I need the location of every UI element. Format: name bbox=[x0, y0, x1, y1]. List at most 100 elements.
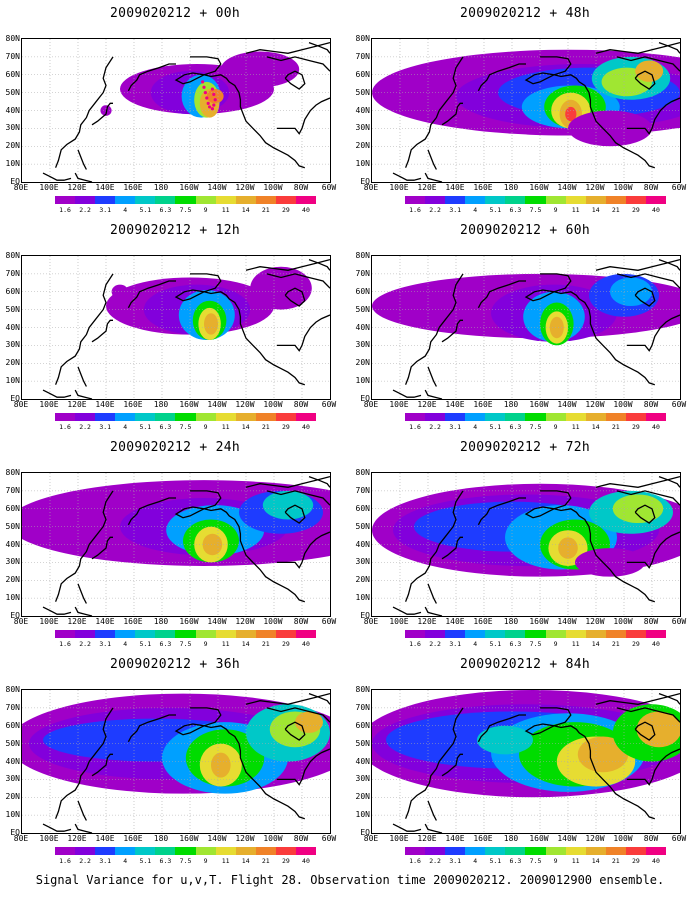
colorbar-label: 5.1 bbox=[489, 640, 502, 648]
lon-tick-label: 80W bbox=[643, 617, 659, 626]
colorbar-label: 11 bbox=[571, 640, 580, 648]
lon-tick-label: 140W bbox=[557, 617, 577, 626]
colorbar-swatch bbox=[445, 847, 466, 855]
lon-tick-label: 80E bbox=[363, 183, 379, 192]
colorbar-swatch bbox=[75, 413, 96, 421]
colorbar-label: 11 bbox=[221, 423, 230, 431]
flight-track-point bbox=[212, 103, 216, 107]
coastline bbox=[266, 490, 330, 506]
lon-tick-label: 160E bbox=[123, 617, 143, 626]
lon-tick-label: 120E bbox=[417, 617, 437, 626]
lon-tick-label: 120E bbox=[67, 183, 87, 192]
colorbar bbox=[55, 413, 317, 421]
lon-tick-label: 80E bbox=[13, 617, 29, 626]
colorbar-swatch bbox=[605, 847, 626, 855]
coastline bbox=[616, 56, 680, 72]
variance-contour-6 bbox=[549, 316, 564, 339]
colorbar-label: 21 bbox=[611, 640, 620, 648]
lat-tick-label: 40N bbox=[5, 756, 20, 766]
lat-tick-label: 60N bbox=[355, 286, 370, 296]
coastline bbox=[266, 56, 330, 72]
colorbar-swatch bbox=[465, 847, 486, 855]
colorbar-label: 7.5 bbox=[529, 640, 542, 648]
colorbar-label: 4 bbox=[123, 423, 128, 431]
colorbar-labels: 1.6 2.2 3.1 4 5.1 6.3 7.5 9 11 14 21 29 40 bbox=[55, 857, 316, 866]
colorbar-labels: 1.6 2.2 3.1 4 5.1 6.3 7.5 9 11 14 21 29 40 bbox=[405, 857, 666, 866]
colorbar-label: 5.1 bbox=[139, 206, 152, 214]
lon-tick-label: 120W bbox=[585, 617, 605, 626]
coastline bbox=[427, 583, 437, 604]
coastline bbox=[658, 41, 680, 54]
coastline bbox=[245, 41, 330, 54]
lat-tick-label: 70N bbox=[355, 702, 370, 712]
colorbar-label: 6.3 bbox=[509, 206, 522, 214]
colorbar-swatch bbox=[605, 413, 626, 421]
colorbar-label: 21 bbox=[611, 857, 620, 865]
lon-tick-label: 120E bbox=[67, 400, 87, 409]
lat-tick-label: 30N bbox=[355, 557, 370, 567]
colorbar-swatch bbox=[235, 630, 256, 638]
colorbar-label: 2.2 bbox=[429, 640, 441, 648]
lat-tick-label: 20N bbox=[5, 575, 20, 585]
colorbar-swatch bbox=[295, 196, 317, 204]
lat-tick-label: 30N bbox=[5, 774, 20, 784]
lon-tick-label: 120W bbox=[235, 617, 255, 626]
colorbar-swatch bbox=[275, 630, 296, 638]
colorbar-label: 2.2 bbox=[429, 857, 441, 865]
coastline bbox=[54, 707, 114, 819]
colorbar-swatch bbox=[155, 196, 176, 204]
colorbar-label: 6.3 bbox=[159, 640, 172, 648]
colorbar-label: 21 bbox=[611, 206, 620, 214]
colorbar-swatch bbox=[465, 413, 486, 421]
lat-tick-label: 70N bbox=[355, 485, 370, 495]
lat-tick-label: 20N bbox=[355, 358, 370, 368]
panel-title: 2009020212 + 48h bbox=[459, 6, 591, 21]
lat-tick-label: EQ bbox=[360, 828, 370, 837]
lon-tick-label: 100W bbox=[263, 400, 283, 409]
colorbar-label: 4 bbox=[123, 857, 128, 865]
colorbar-label: 2.2 bbox=[79, 857, 91, 865]
lon-tick-label: 80W bbox=[643, 183, 659, 192]
lon-tick-label: 100E bbox=[39, 183, 59, 192]
colorbar-label: 4 bbox=[473, 640, 478, 648]
coastline bbox=[174, 707, 305, 820]
colorbar-swatch bbox=[485, 630, 506, 638]
lon-tick-label: 140W bbox=[557, 183, 577, 192]
lon-tick-label: 100E bbox=[39, 617, 59, 626]
variance-map bbox=[372, 690, 680, 833]
lon-tick-label: 120E bbox=[417, 183, 437, 192]
colorbar-label: 4 bbox=[473, 206, 478, 214]
colorbar-swatch bbox=[95, 196, 116, 204]
colorbar-swatch bbox=[525, 413, 546, 421]
figure-caption: Signal Variance for u,v,T. Flight 28. Ob… bbox=[35, 873, 665, 887]
lon-tick-label: 160E bbox=[473, 617, 493, 626]
flight-track-point bbox=[208, 105, 212, 109]
colorbar-label: 40 bbox=[652, 423, 660, 431]
variance-map bbox=[22, 39, 330, 182]
colorbar-swatch bbox=[195, 196, 216, 204]
colorbar-swatch bbox=[485, 196, 506, 204]
lon-tick-label: 160E bbox=[473, 400, 493, 409]
lon-tick-label: 60W bbox=[321, 183, 337, 192]
colorbar-swatch bbox=[425, 630, 446, 638]
coastline bbox=[276, 97, 330, 135]
lat-tick-label: 70N bbox=[5, 702, 20, 712]
lat-tick-label: 50N bbox=[5, 738, 20, 748]
lat-tick-label: 70N bbox=[5, 485, 20, 495]
colorbar-label: 14 bbox=[591, 423, 600, 431]
lon-tick-label: 180 bbox=[153, 400, 169, 409]
colorbar-labels: 1.6 2.2 3.1 4 5.1 6.3 7.5 9 11 14 21 29 40 bbox=[55, 206, 316, 215]
coastline bbox=[441, 536, 463, 560]
variance-contour-7 bbox=[111, 284, 129, 299]
colorbar-swatch bbox=[135, 196, 156, 204]
variance-contour-9 bbox=[295, 711, 323, 733]
colorbar-label: 3.1 bbox=[449, 640, 462, 648]
map-panel: 2009020212 + 00h 80N 70N 60N 50N 40N 30N 20N 10N… bbox=[0, 0, 350, 217]
lat-tick-label: EQ bbox=[10, 828, 20, 837]
colorbar-swatch bbox=[545, 413, 566, 421]
lon-tick-label: 120E bbox=[417, 834, 437, 843]
coastline bbox=[524, 273, 655, 386]
coastline bbox=[174, 490, 305, 603]
colorbar-label: 6.3 bbox=[159, 423, 172, 431]
colorbar-label: 7.5 bbox=[529, 857, 542, 865]
